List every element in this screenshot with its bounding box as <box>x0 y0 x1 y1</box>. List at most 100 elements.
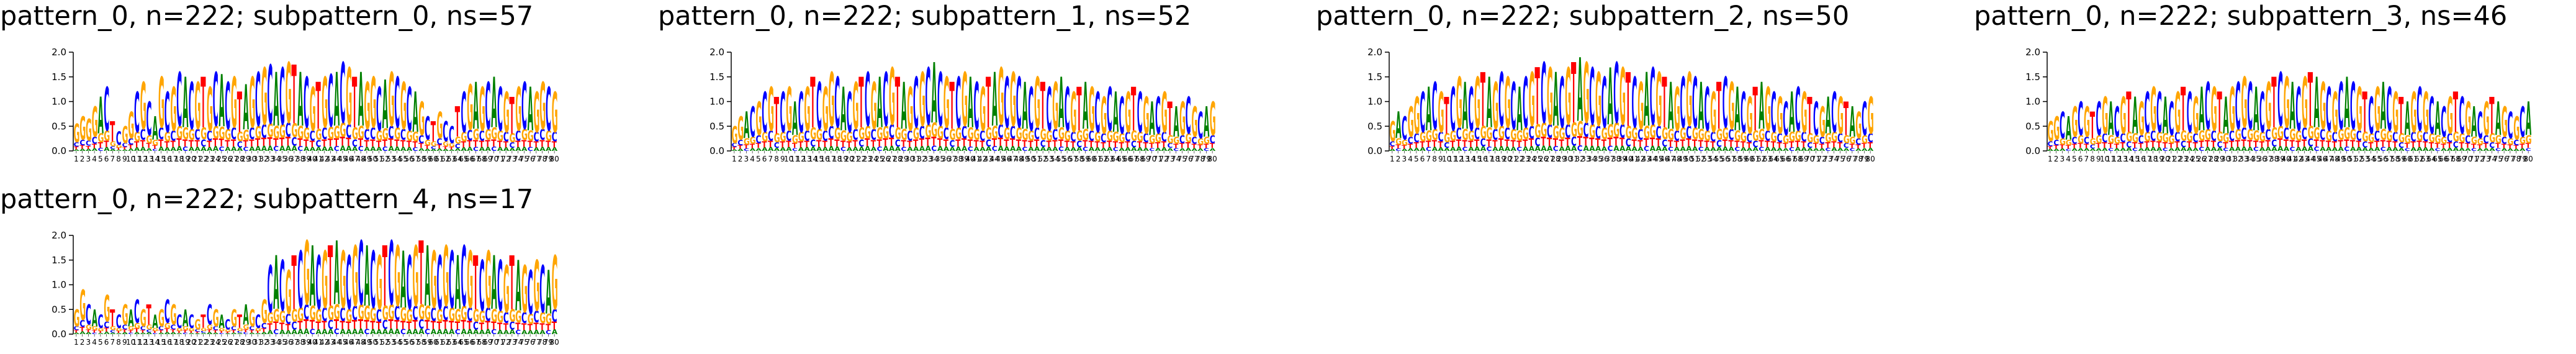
logo-letter-G: G <box>1741 130 1747 145</box>
logo-letter-C: C <box>2447 131 2452 145</box>
logo-letter-C: C <box>889 121 894 142</box>
logo-letter-T: T <box>2302 138 2307 149</box>
logo-letter-G: G <box>2211 76 2217 145</box>
logo-letter-G: G <box>2090 137 2096 147</box>
logo-letter-A: A <box>2229 147 2235 153</box>
logo-letter-G: G <box>2344 124 2350 143</box>
logo-letter-A: A <box>2502 148 2508 152</box>
logo-letter-G: G <box>479 307 485 327</box>
logo-letter-A: A <box>225 333 231 334</box>
logo-letter-G: G <box>200 124 207 143</box>
logo-letter-C: C <box>2048 140 2053 148</box>
x-tick-label: 53 <box>1044 155 1053 163</box>
logo-letter-G: G <box>310 302 316 325</box>
logo-letter-A: A <box>895 145 901 153</box>
logo-letter-C: C <box>358 223 364 325</box>
logo-letter-T: T <box>171 140 176 150</box>
x-tick-label: 56 <box>404 155 413 163</box>
logo-letter-G: G <box>515 307 521 327</box>
x-tick-label: 31 <box>2227 155 2236 163</box>
x-tick-label: 71 <box>495 155 505 163</box>
logo-letter-G: G <box>877 124 883 143</box>
logo-letter-G: G <box>1395 137 1402 147</box>
logo-letter-A: A <box>407 147 413 153</box>
logo-letter-T: T <box>122 147 128 150</box>
logo-letter-G: G <box>853 70 859 145</box>
logo-letter-T: T <box>737 145 742 150</box>
logo-letter-T: T <box>1438 140 1444 150</box>
logo-letter-A: A <box>2241 145 2248 153</box>
logo-letter-A: A <box>2398 147 2405 152</box>
logo-letter-G: G <box>171 76 177 145</box>
logo-letter-T: T <box>2308 58 2313 143</box>
logo-letter-T: T <box>980 140 984 150</box>
logo-letter-T: T <box>798 140 804 150</box>
x-tick-label: 8 <box>116 155 121 163</box>
logo-letter-T: T <box>322 138 327 149</box>
x-tick-label: 67 <box>1787 155 1796 163</box>
logo-letter-T: T <box>539 138 545 150</box>
logo-letter-T: T <box>268 322 273 333</box>
logo-letter-T: T <box>261 135 267 148</box>
x-tick-label: 75 <box>1178 155 1187 163</box>
logo-letter-C: C <box>1826 147 1831 152</box>
x-tick-label: 33 <box>923 155 932 163</box>
logo-letter-G: G <box>140 306 146 332</box>
x-tick-label: 4 <box>2066 155 2071 163</box>
logo-letter-G: G <box>322 235 328 326</box>
x-tick-label: 35 <box>277 338 287 347</box>
x-tick-label: 27 <box>887 155 896 163</box>
logo-letter-A: A <box>467 328 472 336</box>
logo-letter-T: T <box>1065 140 1070 150</box>
logo-letter-C: C <box>389 123 394 143</box>
logo-letter-G: G <box>913 124 919 143</box>
y-tick-label: 2.0 <box>52 230 66 241</box>
logo-letter-A: A <box>950 145 956 152</box>
x-tick-label: 32 <box>259 338 268 347</box>
logo-letter-C: C <box>152 148 158 152</box>
logo-letter-C: C <box>998 121 1004 142</box>
logo-letter-A: A <box>1498 145 1505 153</box>
x-tick-label: 34 <box>929 155 939 163</box>
x-tick-label: 30 <box>247 155 256 163</box>
logo-letter-C: C <box>2271 138 2277 149</box>
logo-letter-C: C <box>1474 124 1480 143</box>
logo-letter-G: G <box>279 121 286 142</box>
x-tick-label: 57 <box>2384 155 2394 163</box>
logo-letter-C: C <box>346 241 351 327</box>
logo-letter-A: A <box>2120 147 2127 152</box>
logo-letter-C: C <box>539 125 545 143</box>
logo-letter-A: A <box>443 149 448 152</box>
logo-letter-G: G <box>1813 133 1819 146</box>
x-tick-label: 21 <box>2166 155 2176 163</box>
logo-letter-C: C <box>1862 93 1867 147</box>
logo-letter-G: G <box>316 306 322 326</box>
x-tick-label: 44 <box>331 338 341 347</box>
x-tick-label: 21 <box>192 338 202 347</box>
logo-letter-T: T <box>744 144 749 150</box>
x-tick-label: 36 <box>2257 155 2266 163</box>
logo-letter-G: G <box>2048 116 2054 148</box>
x-tick-label: 43 <box>326 338 335 347</box>
logo-letter-A: A <box>2102 147 2108 152</box>
logo-letter-C: C <box>1753 140 1759 150</box>
logo-letter-C: C <box>1577 144 1583 153</box>
x-tick-label: 68 <box>477 155 486 163</box>
logo-letter-T: T <box>2344 138 2349 149</box>
logo-letter-C: C <box>418 133 424 146</box>
x-tick-label: 67 <box>471 155 480 163</box>
logo-letter-C: C <box>104 76 109 145</box>
logo-letter-G: G <box>1535 121 1541 142</box>
logo-letter-A: A <box>503 329 510 335</box>
x-tick-label: 50 <box>2342 155 2351 163</box>
logo-letter-T: T <box>919 136 925 149</box>
logo-letter-T: T <box>2471 143 2477 150</box>
logo-letter-A: A <box>128 306 134 332</box>
logo-letter-G: G <box>255 327 261 332</box>
logo-letter-C: C <box>1855 137 1861 147</box>
logo-letter-T: T <box>858 63 863 143</box>
x-tick-label: 50 <box>368 338 377 347</box>
logo-letter-A: A <box>370 328 376 336</box>
logo-letter-G: G <box>1438 81 1444 145</box>
logo-letter-C: C <box>1698 145 1704 152</box>
